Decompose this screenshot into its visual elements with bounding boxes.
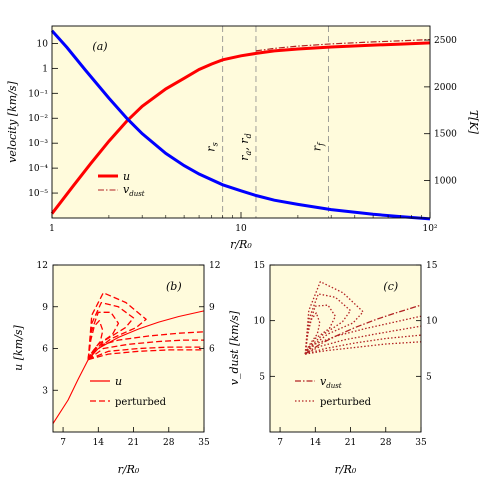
y2-tick-label-1: 9 bbox=[209, 303, 215, 313]
series-u-line bbox=[50, 41, 431, 215]
y2-tick-label-0: 1000 bbox=[434, 177, 457, 187]
label-rf-main: r bbox=[310, 145, 323, 151]
y-tick-label-0: 3 bbox=[42, 386, 48, 396]
label-ra-rd-sub2: d bbox=[244, 133, 253, 138]
label-rf-sub: f bbox=[316, 141, 325, 147]
x-axis-label: r/R₀ bbox=[335, 463, 357, 476]
legend-label-vdust-main: v bbox=[123, 183, 130, 196]
y-tick-label-4: 10⁻³ bbox=[28, 139, 48, 149]
label-rs-sub: s bbox=[211, 142, 220, 146]
y2-tick-label-2: 2000 bbox=[434, 83, 457, 93]
panel-b: 7 14 21 28 35 3 6 9 12 6 9 12 (b) r/R₀ u perturbed u [km… bbox=[12, 261, 220, 476]
y-tick-label-1: 6 bbox=[42, 345, 48, 355]
y-tick-label-6: 10⁻⁵ bbox=[28, 189, 48, 199]
label-ra-rd-sub: a bbox=[244, 150, 253, 155]
plot-area bbox=[53, 265, 204, 432]
x-tick-label-3: 28 bbox=[163, 438, 175, 448]
y-tick-label-0: 5 bbox=[259, 372, 265, 382]
legend-label-0-sub: dust bbox=[326, 382, 342, 390]
x-tick-label-1: 14 bbox=[310, 438, 322, 448]
legend-label-u: u bbox=[123, 170, 130, 183]
x-tick-label-0: 7 bbox=[60, 438, 66, 448]
series-perturbed-4-line bbox=[88, 349, 204, 361]
y-tick-label-1: 1 bbox=[42, 64, 48, 74]
series-perturbed-3-line bbox=[87, 346, 204, 361]
x-axis-label: r/R₀ bbox=[118, 463, 140, 476]
x-tick-label-0: 7 bbox=[277, 438, 283, 448]
y2-axis-label-a: T[K] bbox=[467, 110, 480, 135]
series-perturbed-8-line bbox=[87, 292, 147, 360]
y2-tick-label-0: 5 bbox=[426, 372, 432, 382]
plot-area bbox=[270, 265, 421, 432]
series-perturbed-5-line bbox=[304, 312, 321, 355]
y2-tick-label-1: 1500 bbox=[434, 130, 457, 140]
y2-tick-label-2: 12 bbox=[209, 261, 220, 271]
label-ra-rd-text: ra, rd bbox=[238, 133, 253, 160]
y2-tick-label-3: 2500 bbox=[434, 36, 457, 46]
label-rf: rf bbox=[310, 141, 325, 151]
y-tick-label-1: 10 bbox=[254, 317, 266, 327]
x-axis-label-a: r/R₀ bbox=[230, 238, 252, 251]
y-tick-label-2: 15 bbox=[254, 261, 266, 271]
x-tick-label-4: 35 bbox=[415, 438, 427, 448]
y-tick-label-2: 10⁻¹ bbox=[28, 89, 48, 99]
panel-c: 7 14 21 28 35 5 10 15 5 10 15 (c) r/R₀ vdust perturbed… bbox=[228, 261, 438, 476]
legend-label-0: vdust bbox=[320, 375, 342, 390]
x-tick-label-0: 1 bbox=[49, 224, 55, 234]
y2-tick-label-0: 6 bbox=[209, 345, 215, 355]
label-rs-text: rs bbox=[205, 142, 220, 151]
series-perturbed-2-line bbox=[304, 325, 422, 355]
legend-label-vdust: vdust bbox=[123, 183, 145, 198]
series-perturbed-7-line bbox=[87, 301, 135, 360]
y-tick-label-3: 10⁻² bbox=[28, 114, 48, 124]
legend-label-0-main: v bbox=[320, 375, 327, 388]
label-ra-rd: ra, rd bbox=[238, 133, 253, 160]
x-tick-label-1: 14 bbox=[93, 438, 105, 448]
legend-label-0: u bbox=[115, 375, 122, 388]
label-ra-rd-main2: , r bbox=[238, 138, 251, 151]
y-tick-label-0: 10 bbox=[37, 39, 49, 49]
label-ra-rd-main: r bbox=[238, 155, 251, 161]
x-tick-label-2: 21 bbox=[128, 438, 139, 448]
series-perturbed-2-line bbox=[87, 339, 204, 361]
legend-label-1: perturbed bbox=[320, 397, 372, 408]
y-axis-label-a: velocity [km/s] bbox=[6, 80, 19, 162]
y-axis-label-c: v_dust [km/s] bbox=[228, 310, 241, 385]
y-tick-label-3: 12 bbox=[37, 261, 48, 271]
panel-label: (b) bbox=[166, 280, 182, 293]
y2-tick-label-2: 15 bbox=[426, 261, 438, 271]
plot-frame bbox=[269, 264, 422, 433]
plot-area bbox=[52, 26, 430, 218]
label-rs: rs bbox=[205, 142, 220, 151]
y-axis-label-b: u [km/s] bbox=[12, 324, 25, 370]
x-tick-label-2: 10² bbox=[422, 224, 437, 234]
x-tick-label-2: 21 bbox=[345, 438, 356, 448]
legend-label-vdust-sub: dust bbox=[129, 190, 145, 198]
x-tick-label-4: 35 bbox=[198, 438, 210, 448]
series-perturbed-1-line bbox=[304, 315, 422, 355]
series-perturbed-1-line bbox=[87, 331, 205, 360]
y2-tick-label-1: 10 bbox=[426, 317, 438, 327]
x-tick-label-1: 10 bbox=[235, 224, 247, 234]
panel-label-a: (a) bbox=[92, 40, 107, 53]
label-rf-text: rf bbox=[310, 141, 325, 151]
label-rs-main: r bbox=[205, 146, 218, 152]
x-tick-label-3: 28 bbox=[380, 438, 392, 448]
panel-label: (c) bbox=[383, 280, 398, 293]
series-T-line bbox=[50, 29, 431, 221]
y-tick-label-5: 10⁻⁴ bbox=[28, 164, 48, 174]
legend-label-1: perturbed bbox=[115, 397, 167, 408]
legend-label-0-main: u bbox=[115, 375, 122, 388]
y-tick-label-2: 9 bbox=[42, 303, 48, 313]
